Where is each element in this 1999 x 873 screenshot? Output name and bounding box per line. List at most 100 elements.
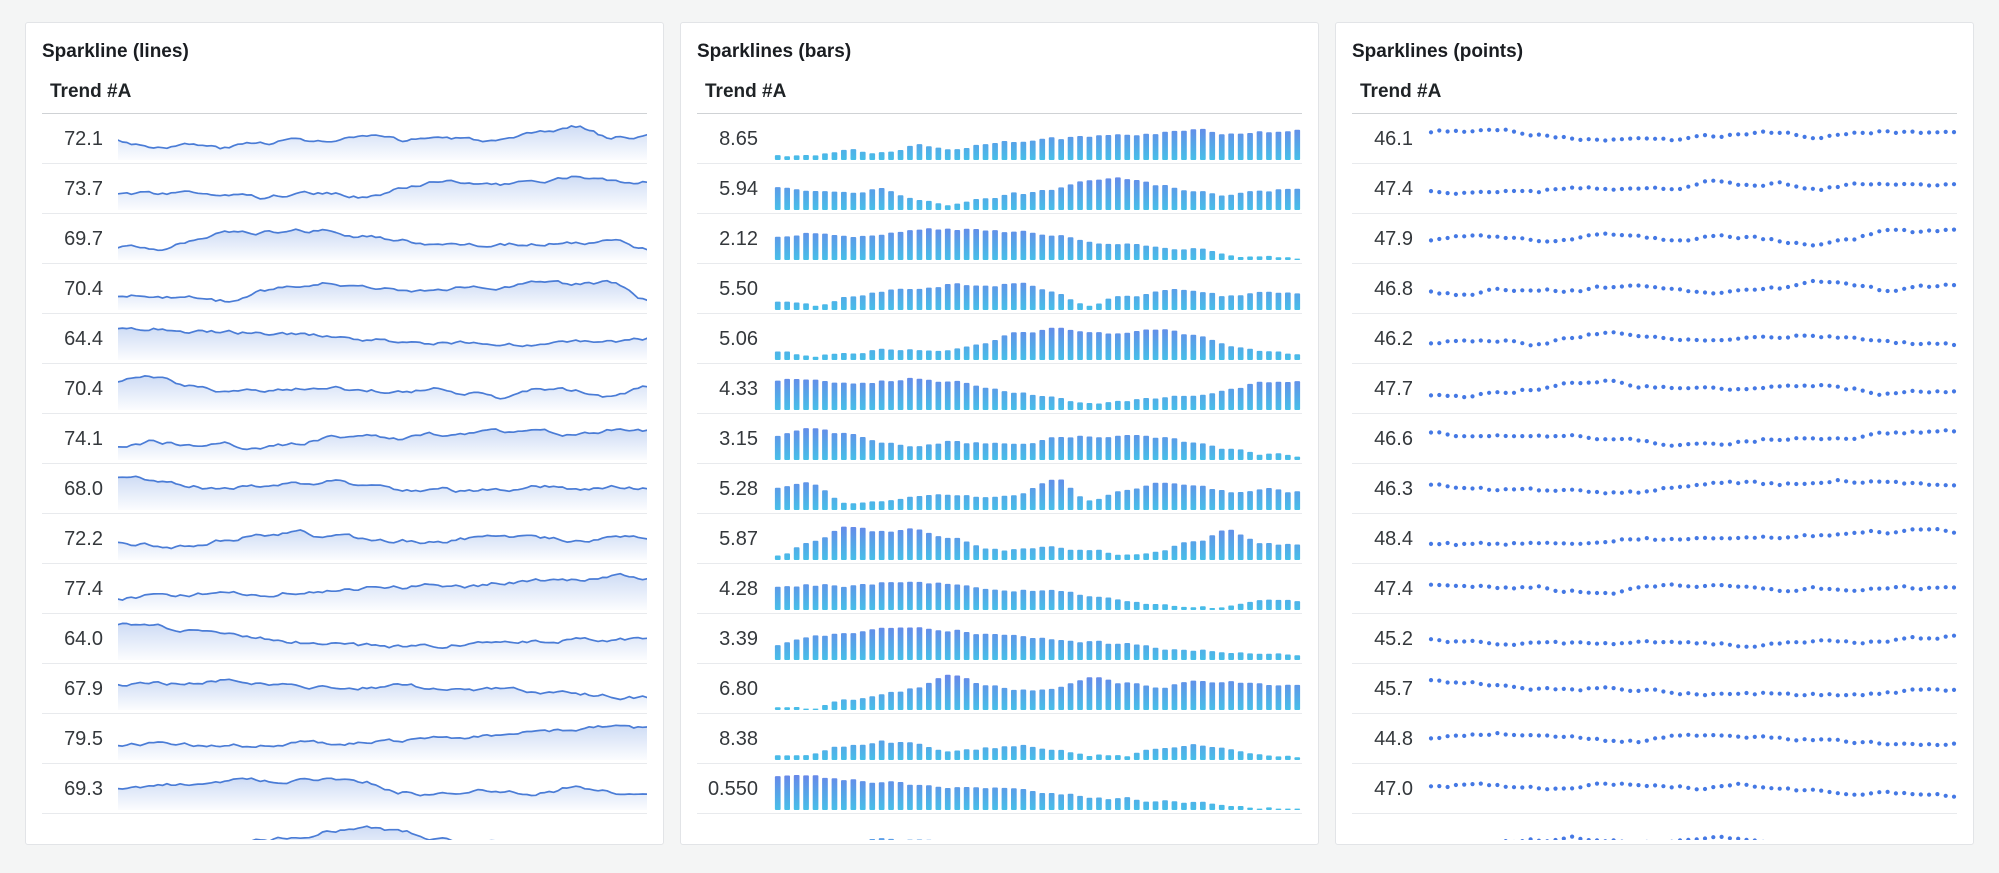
- row-value: 64.0: [64, 627, 103, 650]
- row-value: 67.9: [64, 677, 103, 700]
- row-value: 48.4: [1374, 527, 1413, 550]
- sparkline-bars-chart: [773, 118, 1302, 160]
- row-value: 8.65: [719, 127, 758, 150]
- row-value: 74.1: [64, 427, 103, 450]
- sparkline-line-chart: [118, 718, 647, 760]
- panel-title[interactable]: Sparklines (bars): [697, 41, 852, 62]
- sparkline-points-chart: [1428, 368, 1957, 410]
- row-value: 5.06: [719, 327, 758, 350]
- sparkline-points-chart: [1428, 218, 1957, 260]
- sparkline-line-chart: [118, 518, 647, 560]
- table-row: 45.2: [1352, 614, 1957, 664]
- table-row: 70.4: [42, 264, 647, 314]
- row-value: 44.8: [1374, 727, 1413, 750]
- row-value: 70.4: [64, 377, 103, 400]
- sparkline-points-chart: [1428, 568, 1957, 610]
- row-value: 5.50: [719, 277, 758, 300]
- row-value: 79.5: [64, 727, 103, 750]
- sparkline-bars-chart: [773, 518, 1302, 560]
- sparkline-line-chart: [118, 768, 647, 810]
- panel-sparklines-bars: Sparklines (bars) Trend #A 8.65 5.94 2.12 5…: [680, 22, 1319, 845]
- row-value: 4.33: [719, 377, 758, 400]
- sparkline-line-chart: [118, 568, 647, 610]
- table-row: 77.4: [42, 564, 647, 614]
- table-row: 3.39: [697, 614, 1302, 664]
- row-value: 70.4: [64, 277, 103, 300]
- table-row: 46.1: [1352, 114, 1957, 164]
- table-row: 48.4: [1352, 514, 1957, 564]
- table-row: 45.7: [1352, 664, 1957, 714]
- row-value: 47.4: [1374, 577, 1413, 600]
- table-row: 3.15: [697, 414, 1302, 464]
- row-value: 68.0: [64, 477, 103, 500]
- sparkline-bars-chart: [773, 368, 1302, 410]
- panel-title[interactable]: Sparkline (lines): [42, 41, 189, 62]
- sparkline-bars-chart: [773, 168, 1302, 210]
- sparkline-line-chart: [118, 218, 647, 260]
- row-value: 77.4: [64, 577, 103, 600]
- table-row: 46.6: [1352, 414, 1957, 464]
- sparkline-bars-chart: [773, 668, 1302, 710]
- row-value: 72.1: [64, 127, 103, 150]
- table-row: 72.2: [42, 514, 647, 564]
- row-value: 72.2: [64, 527, 103, 550]
- table-row: 5.50: [697, 264, 1302, 314]
- sparkline-bars-chart: [773, 418, 1302, 460]
- table-row: 70.4: [42, 364, 647, 414]
- table-row: 69.3: [42, 764, 647, 814]
- row-value: 47.0: [1374, 777, 1413, 800]
- sparkline-points-chart: [1428, 668, 1957, 710]
- table-row: 64.0: [42, 614, 647, 664]
- sparkline-line-chart: [118, 318, 647, 360]
- row-value: 64.4: [64, 327, 103, 350]
- sparkline-points-chart: [1428, 468, 1957, 510]
- column-header: Trend #A: [42, 70, 647, 114]
- row-value: 46.2: [1374, 327, 1413, 350]
- row-value: 4.28: [719, 577, 758, 600]
- panel-sparkline-lines: Sparkline (lines) Trend #A 72.1 73.7 69.7 7…: [25, 22, 664, 845]
- table-row: 0.550: [697, 764, 1302, 814]
- row-value: 2.12: [719, 227, 758, 250]
- sparkline-points-chart: [1428, 268, 1957, 310]
- sparkline-bars-chart: [773, 818, 1302, 840]
- sparkline-points-chart: [1428, 318, 1957, 360]
- row-value: 5.28: [719, 477, 758, 500]
- table-row: 4.28: [697, 564, 1302, 614]
- trend-table: 46.1 47.4 47.9 46.8 46.2 47.7 46.6 46.3 48.4 47.4…: [1352, 114, 1957, 840]
- row-value: 46.8: [1374, 277, 1413, 300]
- table-row: [697, 814, 1302, 840]
- table-row: 64.4: [42, 314, 647, 364]
- table-row: 8.65: [697, 114, 1302, 164]
- row-value: 47.7: [1374, 377, 1413, 400]
- sparkline-points-chart: [1428, 768, 1957, 810]
- table-row: 73.7: [42, 164, 647, 214]
- row-value: 47.4: [1374, 177, 1413, 200]
- panel-sparklines-points: Sparklines (points) Trend #A 46.1 47.4 47.…: [1335, 22, 1974, 845]
- sparkline-line-chart: [118, 268, 647, 310]
- table-row: 74.1: [42, 414, 647, 464]
- row-value: 46.1: [1374, 127, 1413, 150]
- table-row: 47.0: [1352, 764, 1957, 814]
- sparkline-points-chart: [1428, 418, 1957, 460]
- sparkline-line-chart: [118, 618, 647, 660]
- row-value: 73.7: [64, 177, 103, 200]
- sparkline-line-chart: [118, 418, 647, 460]
- trend-table: 8.65 5.94 2.12 5.50 5.06 4.33 3.15 5.28 5.87 4.28…: [697, 114, 1302, 840]
- table-row: 4.33: [697, 364, 1302, 414]
- sparkline-bars-chart: [773, 568, 1302, 610]
- sparkline-line-chart: [118, 818, 647, 840]
- row-value: 46.6: [1374, 427, 1413, 450]
- table-row: 67.9: [42, 664, 647, 714]
- table-row: 72.1: [42, 114, 647, 164]
- sparkline-line-chart: [118, 468, 647, 510]
- row-value: 69.3: [64, 777, 103, 800]
- table-row: [1352, 814, 1957, 840]
- table-row: 2.12: [697, 214, 1302, 264]
- table-row: 8.38: [697, 714, 1302, 764]
- table-row: 68.0: [42, 464, 647, 514]
- panel-title[interactable]: Sparklines (points): [1352, 41, 1524, 62]
- row-value: 45.7: [1374, 677, 1413, 700]
- sparkline-points-chart: [1428, 518, 1957, 560]
- row-value: 47.9: [1374, 227, 1413, 250]
- row-value: 3.39: [719, 627, 758, 650]
